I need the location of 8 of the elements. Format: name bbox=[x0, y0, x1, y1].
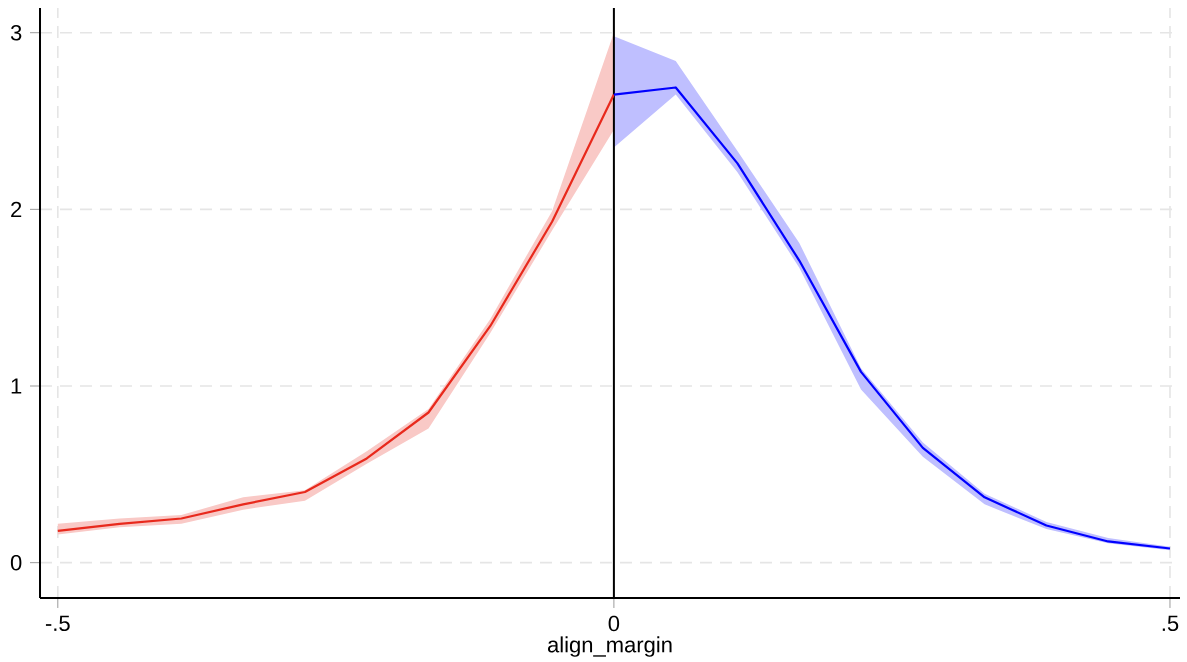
x-axis-title: align_margin bbox=[547, 636, 672, 657]
y-tick-label: 1 bbox=[11, 378, 22, 394]
y-tick-label: 2 bbox=[11, 201, 22, 218]
x-tick-label: 0 bbox=[608, 615, 620, 632]
x-tick-label: -.5 bbox=[45, 615, 70, 632]
x-tick-label: .5 bbox=[1162, 615, 1179, 632]
y-tick-label: 3 bbox=[10, 24, 22, 41]
y-tick-label: 0 bbox=[10, 554, 22, 571]
